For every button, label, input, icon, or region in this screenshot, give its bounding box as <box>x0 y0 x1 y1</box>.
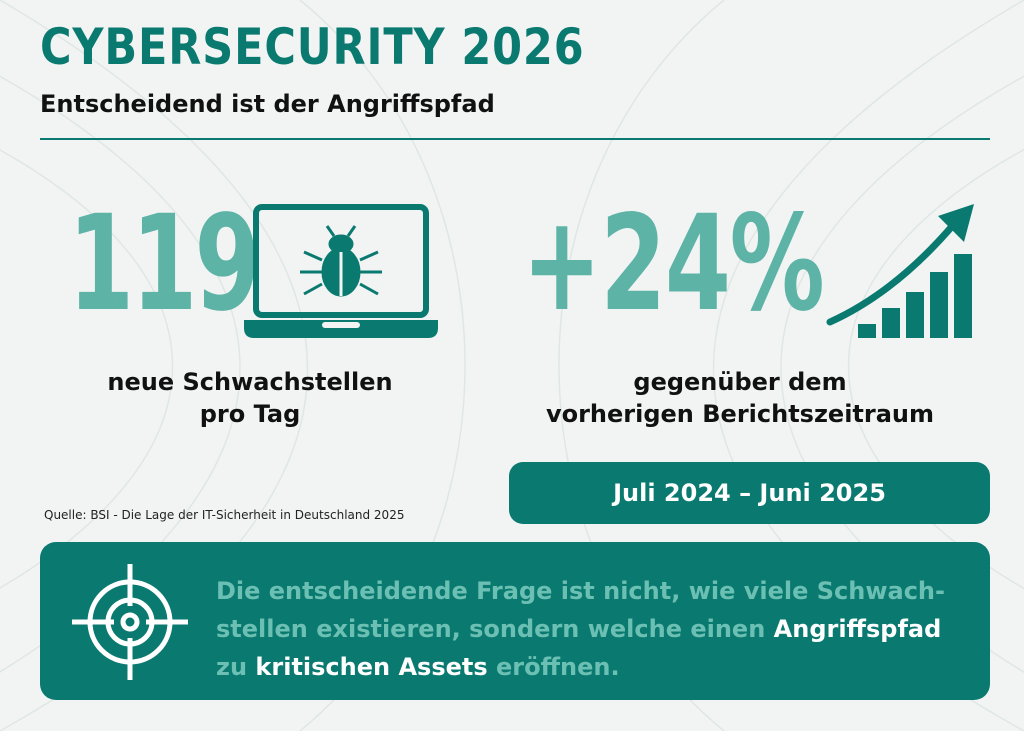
target-crosshair-icon <box>72 564 188 680</box>
vulnerabilities-caption: neue Schwachstellen pro Tag <box>90 366 410 430</box>
page-subtitle: Entscheidend ist der Angriffspfad <box>40 90 495 118</box>
message-part: eröffnen. <box>487 653 620 681</box>
vulnerabilities-count: 119 <box>68 187 261 341</box>
caption-line: gegenüber dem <box>633 368 847 396</box>
increase-caption: gegenüber dem vorherigen Berichtszeitrau… <box>520 366 960 430</box>
reporting-period-badge: Juli 2024 – Juni 2025 <box>509 462 990 524</box>
growth-chart-icon <box>826 204 974 338</box>
caption-line: pro Tag <box>199 400 301 428</box>
message-part: Die entscheidende Frage ist nicht, wie v… <box>216 577 945 643</box>
message-part: zu <box>216 653 256 681</box>
title-divider <box>40 138 990 140</box>
message-highlight-critical-assets: kritischen Assets <box>255 653 488 681</box>
laptop-bug-icon <box>244 204 438 338</box>
increase-percentage: +24% <box>522 187 825 341</box>
message-highlight-attack-path: Angriffspfad <box>773 615 942 643</box>
caption-line: neue Schwachstellen <box>107 368 393 396</box>
caption-line: vorherigen Berichtszeitraum <box>545 400 935 428</box>
key-message-text: Die entscheidende Frage ist nicht, wie v… <box>216 572 966 686</box>
key-message-box: Die entscheidende Frage ist nicht, wie v… <box>40 542 990 700</box>
page-title: CYBERSECURITY 2026 <box>40 18 585 76</box>
source-note: Quelle: BSI - Die Lage der IT-Sicherheit… <box>44 508 405 522</box>
